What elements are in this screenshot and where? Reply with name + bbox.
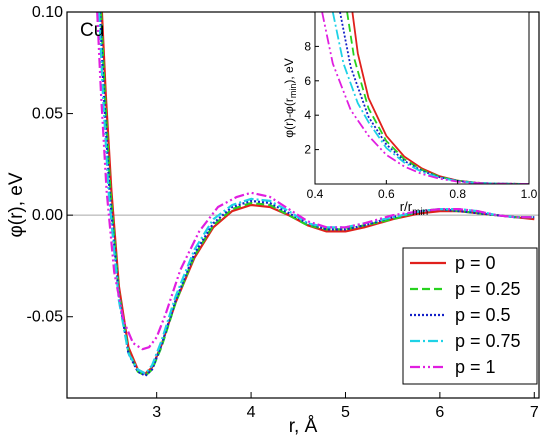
main-series-line-0: [100, 12, 535, 375]
legend: p = 0 p = 0.25 p = 0.5 p = 0.75 p = 1: [402, 247, 538, 385]
legend-label-0: p = 0: [455, 253, 496, 273]
main-ytick-label: 0.00: [32, 207, 63, 224]
main-xtick-label: 5: [341, 404, 350, 421]
inset-ytick-label: 8: [304, 39, 311, 53]
inset-series-line-2: [339, 12, 529, 184]
inset-y-axis-title: φ(r)-φ(rmin), eV: [282, 58, 298, 137]
main-series-line-4: [96, 12, 535, 351]
main-xtick-label: 7: [530, 404, 539, 421]
main-xtick-label: 6: [435, 404, 444, 421]
inset-plot-frame: [314, 11, 530, 185]
legend-label-3: p = 0.75: [455, 331, 521, 351]
inset-background: [315, 12, 529, 184]
main-ytick-label: -0.05: [27, 309, 64, 326]
chart-title: Cu: [80, 20, 104, 41]
legend-label-2: p = 0.5: [455, 305, 511, 325]
inset-xtick-label: 0.6: [378, 187, 395, 201]
inset-xtick-label: 1.0: [521, 187, 538, 201]
inset-series-line-3: [331, 12, 529, 184]
main-x-axis-title: r, Å: [289, 416, 318, 437]
inset-x-axis-title: r/rmin: [400, 199, 428, 218]
inset-xtick-label: 0.8: [449, 187, 466, 201]
inset-panel: 0.4 0.6 0.8 1.0 2 4 6 8 r/rmin φ(r)-φ(rmin), eV: [282, 11, 538, 218]
main-y-axis-title: φ(r), eV: [6, 172, 27, 237]
main-panel: 3 4 5 6 7 -0.05 0.00 0.05 0.10 r, Å φ(r), eV Cu: [6, 4, 540, 437]
main-ytick-label: 0.05: [32, 106, 63, 123]
main-plot-frame: [66, 11, 540, 399]
main-series-group: [96, 12, 535, 377]
main-ytick-label: 0.10: [32, 4, 63, 21]
inset-xtick-label: 0.4: [307, 187, 324, 201]
legend-box: [402, 247, 538, 385]
legend-label-4: p = 1: [455, 357, 496, 377]
main-xtick-label: 4: [247, 404, 256, 421]
legend-label-1: p = 0.25: [455, 279, 521, 299]
inset-ytick-label: 6: [304, 74, 311, 88]
inset-ytick-label: 4: [304, 108, 311, 122]
main-xtick-label: 3: [152, 404, 161, 421]
main-series-line-2: [98, 12, 535, 377]
inset-ytick-label: 2: [304, 143, 311, 157]
